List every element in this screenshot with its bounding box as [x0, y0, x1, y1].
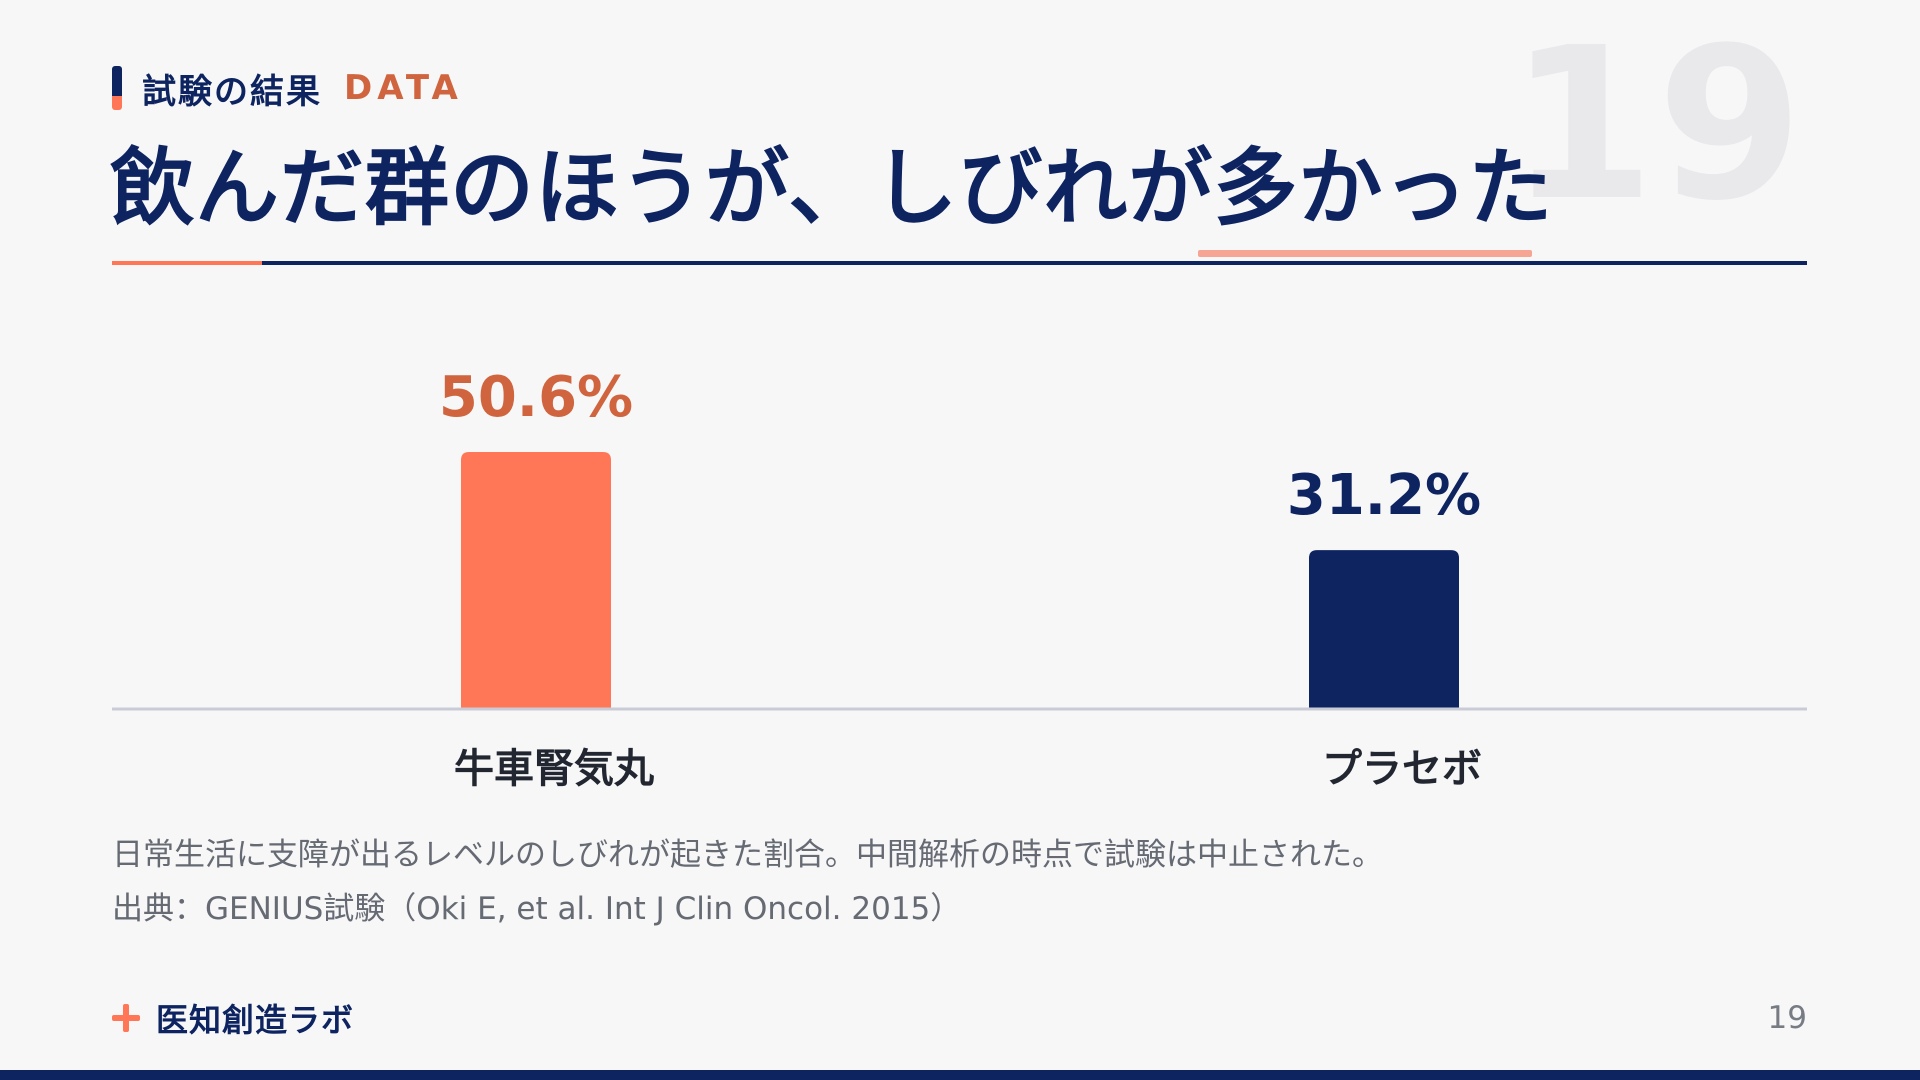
eyebrow-bar — [112, 66, 122, 110]
section-eyebrow: 試験の結果 DATA — [112, 66, 463, 112]
footer-brand: 医知創造ラボ — [112, 996, 354, 1040]
bar-group-1: 50.6% 牛車腎気丸 — [439, 365, 654, 792]
category-label-2: プラセボ — [1322, 746, 1482, 792]
title-highlight-underline — [1198, 250, 1532, 257]
value-label-1: 50.6% — [439, 365, 633, 430]
bar-chart: 50.6% 牛車腎気丸 31.2% プラセボ — [112, 365, 1807, 792]
title-rule-accent — [112, 261, 262, 265]
category-label-1: 牛車腎気丸 — [454, 746, 654, 792]
section-label: 試験の結果 — [142, 71, 322, 112]
section-tag: DATA — [344, 68, 463, 108]
bar-1 — [461, 451, 611, 708]
page-watermark: 19 — [1508, 2, 1805, 247]
value-label-2: 31.2% — [1287, 463, 1481, 528]
page-title: 飲んだ群のほうが、しびれが多かった — [110, 139, 1554, 237]
caption-source: 出典：GENIUS試験（Oki E, et al. Int J Clin Onc… — [112, 891, 962, 927]
title-rule — [112, 261, 1807, 265]
bottom-band — [0, 1070, 1920, 1080]
chart-caption: 日常生活に支障が出るレベルのしびれが起きた割合。中間解析の時点で試験は中止された… — [112, 828, 1383, 936]
plus-icon — [112, 1004, 140, 1032]
bar-group-2: 31.2% プラセボ — [1287, 463, 1482, 792]
brand-name: 医知創造ラボ — [156, 1001, 355, 1039]
bar-2 — [1309, 550, 1459, 708]
caption-description: 日常生活に支障が出るレベルのしびれが起きた割合。中間解析の時点で試験は中止された… — [112, 837, 1383, 873]
page-number: 19 — [1767, 1000, 1807, 1036]
